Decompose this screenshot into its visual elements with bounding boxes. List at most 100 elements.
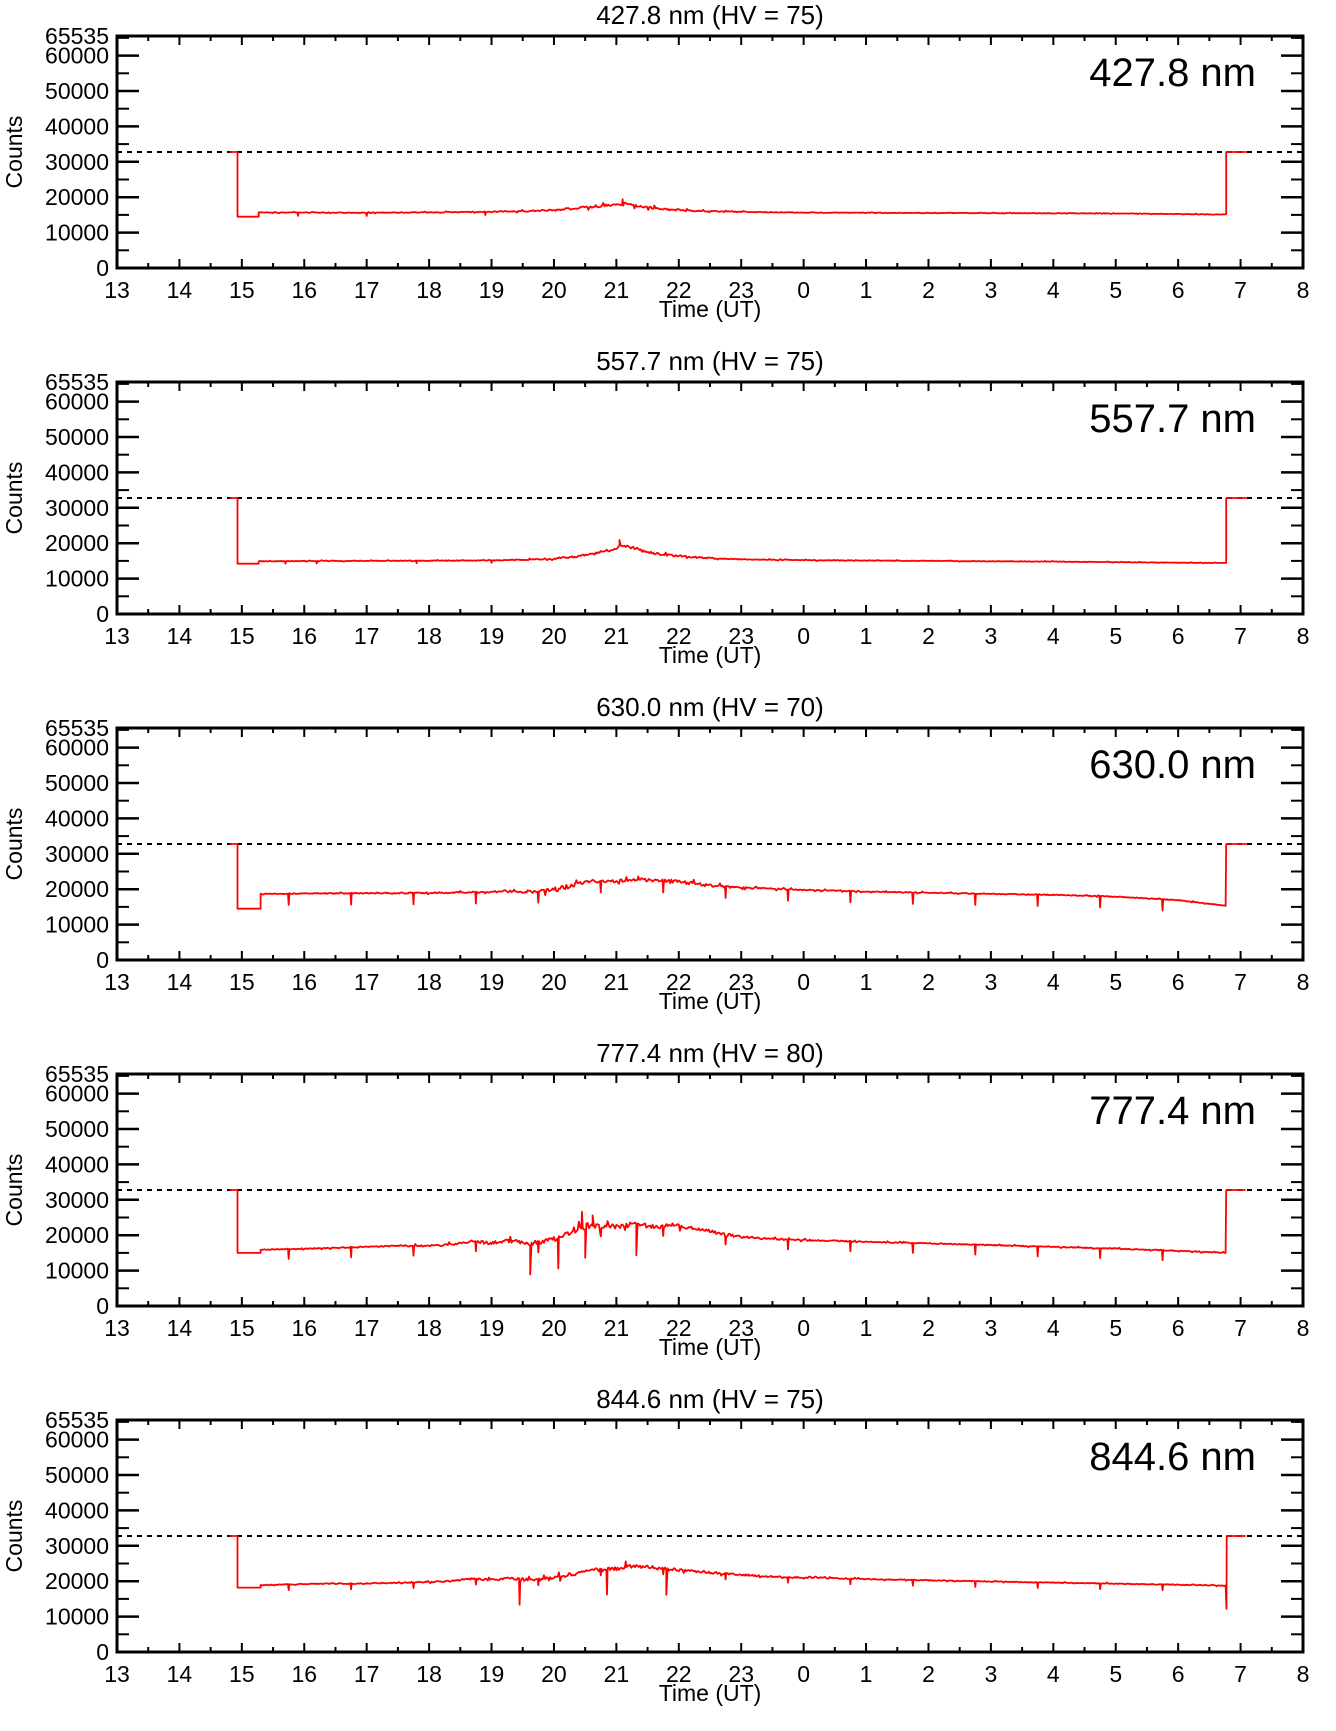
x-tick-label: 0 bbox=[797, 623, 810, 649]
x-tick-label: 8 bbox=[1297, 623, 1310, 649]
x-tick-label: 21 bbox=[604, 1661, 630, 1687]
y-tick-label: 65535 bbox=[45, 1061, 109, 1087]
y-tick-label: 50000 bbox=[45, 424, 109, 450]
x-tick-label: 15 bbox=[229, 1661, 255, 1687]
y-tick-label: 0 bbox=[96, 255, 109, 281]
x-tick-label: 16 bbox=[291, 1661, 317, 1687]
y-tick-label: 40000 bbox=[45, 805, 109, 831]
x-tick-label: 23 bbox=[728, 623, 754, 649]
x-tick-label: 15 bbox=[229, 623, 255, 649]
x-tick-label: 14 bbox=[167, 969, 193, 995]
x-tick-label: 0 bbox=[797, 969, 810, 995]
y-tick-label: 30000 bbox=[45, 495, 109, 521]
x-tick-label: 1 bbox=[860, 969, 873, 995]
x-tick-label: 5 bbox=[1109, 623, 1122, 649]
y-tick-label: 40000 bbox=[45, 113, 109, 139]
y-tick-label: 50000 bbox=[45, 1462, 109, 1488]
x-axis-label: Time (UT) bbox=[659, 1334, 762, 1360]
x-tick-label: 23 bbox=[728, 1661, 754, 1687]
chart-panel-630.0nm: 13 14 15 16 17 18 19 20 21 22 23 0 1 2 3 4 5 6 7 8010000200… bbox=[1, 692, 1309, 1014]
x-tick-label: 18 bbox=[416, 969, 442, 995]
x-tick-label: 19 bbox=[479, 1315, 505, 1341]
x-tick-label: 8 bbox=[1297, 1315, 1310, 1341]
x-tick-label: 0 bbox=[797, 1661, 810, 1687]
x-tick-label: 21 bbox=[604, 623, 630, 649]
x-tick-label: 1 bbox=[860, 277, 873, 303]
x-tick-label: 4 bbox=[1047, 1661, 1060, 1687]
y-tick-label: 20000 bbox=[45, 876, 109, 902]
x-tick-label: 0 bbox=[797, 1315, 810, 1341]
x-tick-label: 2 bbox=[922, 969, 935, 995]
photometer-trace bbox=[229, 497, 1247, 565]
x-tick-label: 3 bbox=[984, 1661, 997, 1687]
x-tick-label: 14 bbox=[167, 1315, 193, 1341]
chart-panel-427.8nm: 13 14 15 16 17 18 19 20 21 22 23 0 1 2 3 4 5 6 7 8010000200… bbox=[1, 0, 1309, 322]
panel-title: 630.0 nm (HV = 70) bbox=[596, 692, 824, 722]
x-tick-label: 17 bbox=[354, 623, 380, 649]
x-tick-label: 23 bbox=[728, 277, 754, 303]
x-tick-label: 20 bbox=[541, 1661, 567, 1687]
x-tick-label: 16 bbox=[291, 623, 317, 649]
x-tick-label: 19 bbox=[479, 969, 505, 995]
x-tick-label: 16 bbox=[291, 277, 317, 303]
x-tick-label: 6 bbox=[1172, 623, 1185, 649]
x-tick-label: 14 bbox=[167, 277, 193, 303]
x-tick-label: 15 bbox=[229, 277, 255, 303]
x-tick-label: 20 bbox=[541, 969, 567, 995]
wavelength-label: 777.4 nm bbox=[1089, 1089, 1256, 1133]
x-tick-label: 15 bbox=[229, 1315, 255, 1341]
x-tick-label: 1 bbox=[860, 623, 873, 649]
x-tick-label: 21 bbox=[604, 277, 630, 303]
x-tick-label: 21 bbox=[604, 969, 630, 995]
chart-panel-557.7nm: 13 14 15 16 17 18 19 20 21 22 23 0 1 2 3 4 5 6 7 8010000200… bbox=[1, 346, 1310, 668]
y-tick-label: 20000 bbox=[45, 1222, 109, 1248]
y-tick-label: 60000 bbox=[45, 735, 109, 761]
x-tick-label: 13 bbox=[104, 277, 130, 303]
y-tick-label: 10000 bbox=[45, 1604, 109, 1630]
x-tick-label: 19 bbox=[479, 1661, 505, 1687]
x-tick-label: 3 bbox=[984, 1315, 997, 1341]
x-tick-label: 16 bbox=[291, 1315, 317, 1341]
x-tick-label: 15 bbox=[229, 969, 255, 995]
x-tick-label: 20 bbox=[541, 1315, 567, 1341]
y-tick-label: 60000 bbox=[45, 43, 109, 69]
x-tick-label: 7 bbox=[1234, 1661, 1247, 1687]
x-tick-label: 22 bbox=[666, 1661, 692, 1687]
panel-title: 777.4 nm (HV = 80) bbox=[596, 1038, 824, 1068]
x-tick-label: 18 bbox=[416, 623, 442, 649]
y-axis-label: Counts bbox=[1, 808, 27, 881]
photometer-trace bbox=[229, 1189, 1246, 1276]
x-tick-label: 13 bbox=[104, 623, 130, 649]
x-tick-label: 7 bbox=[1234, 277, 1247, 303]
x-tick-label: 3 bbox=[984, 277, 997, 303]
y-tick-label: 40000 bbox=[45, 459, 109, 485]
y-tick-label: 10000 bbox=[45, 220, 109, 246]
x-tick-label: 4 bbox=[1047, 623, 1060, 649]
chart-panel-844.6nm: 13 14 15 16 17 18 19 20 21 22 23 0 1 2 3 4 5 6 7 8010000200… bbox=[1, 1384, 1310, 1706]
x-tick-label: 13 bbox=[104, 969, 130, 995]
y-tick-label: 60000 bbox=[45, 1427, 109, 1453]
x-tick-label: 4 bbox=[1047, 277, 1060, 303]
x-tick-label: 6 bbox=[1172, 277, 1185, 303]
wavelength-label: 557.7 nm bbox=[1089, 397, 1256, 441]
x-tick-label: 7 bbox=[1234, 1315, 1247, 1341]
x-tick-label: 0 bbox=[797, 277, 810, 303]
x-tick-label: 18 bbox=[416, 1661, 442, 1687]
x-tick-label: 19 bbox=[479, 277, 505, 303]
y-tick-label: 60000 bbox=[45, 389, 109, 415]
y-tick-label: 10000 bbox=[45, 566, 109, 592]
y-tick-label: 40000 bbox=[45, 1151, 109, 1177]
x-tick-label: 14 bbox=[167, 1661, 193, 1687]
x-tick-label: 4 bbox=[1047, 1315, 1060, 1341]
y-tick-label: 30000 bbox=[45, 149, 109, 175]
y-tick-label: 65535 bbox=[45, 23, 109, 49]
x-tick-label: 6 bbox=[1172, 1315, 1185, 1341]
wavelength-label: 427.8 nm bbox=[1089, 51, 1256, 95]
wavelength-label: 630.0 nm bbox=[1089, 743, 1256, 787]
x-tick-label: 4 bbox=[1047, 969, 1060, 995]
x-tick-label: 13 bbox=[104, 1315, 130, 1341]
x-tick-label: 20 bbox=[541, 623, 567, 649]
x-tick-label: 8 bbox=[1297, 1661, 1310, 1687]
y-tick-label: 50000 bbox=[45, 770, 109, 796]
y-tick-label: 50000 bbox=[45, 78, 109, 104]
